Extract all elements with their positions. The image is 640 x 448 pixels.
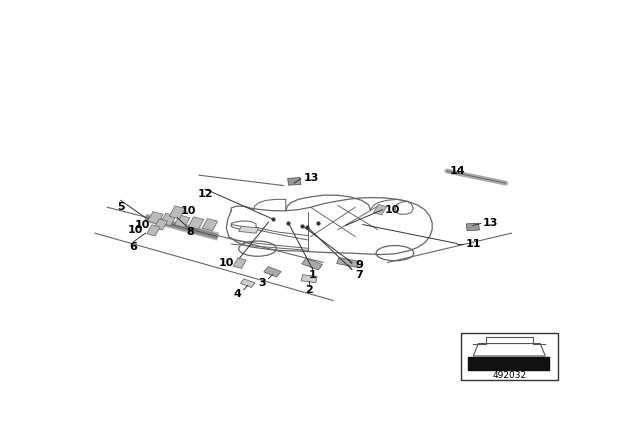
Polygon shape [241,279,255,288]
Text: 10: 10 [128,225,143,235]
Text: 4: 4 [234,289,241,299]
Polygon shape [374,204,387,215]
Text: 2: 2 [305,285,313,295]
Polygon shape [169,206,185,219]
Polygon shape [188,217,204,229]
Polygon shape [239,226,259,233]
Polygon shape [147,225,160,236]
Text: 12: 12 [197,189,212,199]
Text: 10: 10 [218,258,234,268]
Text: 14: 14 [450,166,466,176]
Polygon shape [301,258,323,270]
Text: 13: 13 [303,173,319,183]
Text: 11: 11 [466,239,481,249]
Polygon shape [148,211,163,224]
Polygon shape [466,223,479,231]
Bar [468,358,550,371]
Bar [461,333,557,380]
Text: 8: 8 [187,227,195,237]
Polygon shape [301,275,317,283]
Polygon shape [161,213,176,226]
Text: 10: 10 [180,207,196,216]
Text: 13: 13 [483,218,498,228]
Polygon shape [175,215,190,228]
Text: 10: 10 [135,220,150,230]
Text: 6: 6 [130,242,138,252]
Text: 7: 7 [355,270,363,280]
Polygon shape [202,219,218,231]
Polygon shape [287,177,301,185]
Text: 9: 9 [355,260,363,270]
Polygon shape [154,219,168,230]
Polygon shape [337,258,359,267]
Text: 3: 3 [259,278,266,288]
Text: 5: 5 [117,202,125,212]
Polygon shape [233,258,246,268]
Text: 10: 10 [385,205,401,215]
Text: 492032: 492032 [492,371,526,380]
Polygon shape [474,344,545,356]
Text: 1: 1 [308,270,316,280]
Polygon shape [264,267,281,277]
